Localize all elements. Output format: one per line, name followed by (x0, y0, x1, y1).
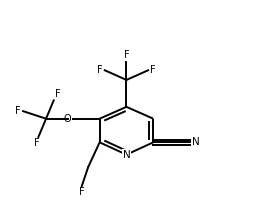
Text: F: F (97, 65, 103, 75)
Text: F: F (79, 187, 85, 197)
Text: N: N (123, 150, 130, 160)
Text: F: F (55, 89, 61, 99)
Text: O: O (63, 114, 71, 124)
Text: F: F (150, 65, 156, 75)
Text: F: F (124, 50, 129, 60)
Text: N: N (192, 137, 200, 147)
Text: F: F (34, 138, 40, 148)
Text: F: F (15, 106, 21, 116)
